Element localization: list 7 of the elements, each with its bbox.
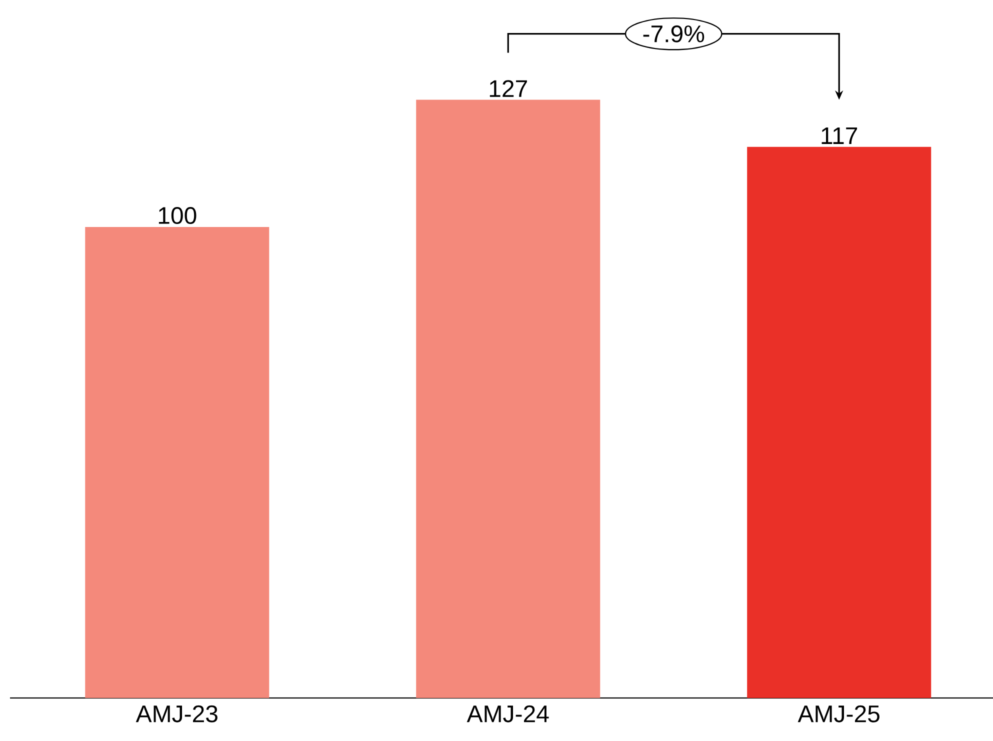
text: -7.9% — [643, 25, 704, 42]
data-label: 127 — [490, 80, 527, 97]
data-label: 100 — [158, 207, 196, 224]
data-label: 117 — [822, 127, 858, 144]
x-tick-label: AMJ-25 — [798, 705, 880, 722]
x-tick-label: AMJ-24 — [466, 705, 549, 722]
x-tick-label: AMJ-23 — [136, 705, 218, 722]
